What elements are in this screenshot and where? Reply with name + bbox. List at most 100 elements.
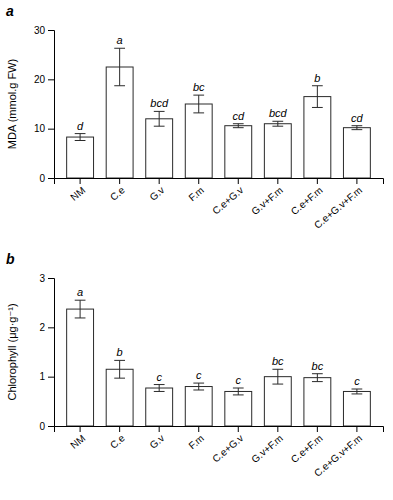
error-bar-cap [75, 133, 86, 134]
error-bar-cap [312, 85, 323, 86]
error-bar-stem [317, 374, 318, 382]
error-bar [312, 86, 323, 108]
x-tick-label: G.v+F.m [249, 184, 285, 217]
error-bar-cap [272, 369, 283, 370]
panel: 0102030NMC.eG.vF.mC.e+G.vG.v+F.mC.e+F.mC… [6, 3, 384, 231]
x-tick-label: C.e+G.v+F.m [312, 184, 364, 230]
error-bar [312, 374, 323, 382]
bar [146, 388, 173, 426]
error-bar-stem [119, 48, 120, 85]
y-axis: 0102030 [34, 25, 55, 184]
x-axis: NM C.e G.v F.mC.e+G.vG.v+F.mC.e+F.mC.e+G.v+… [55, 426, 384, 479]
significance-letter: cd [351, 112, 364, 124]
significance-letter: bc [312, 360, 324, 372]
panel-label: b [6, 251, 15, 267]
error-bar-cap [312, 381, 323, 382]
significance-letter: a [117, 34, 123, 46]
error-bar-cap [272, 384, 283, 385]
significance-letter: c [236, 374, 242, 386]
x-tick-label: C.e [108, 184, 127, 203]
error-bar-cap [272, 121, 283, 122]
y-tick-mark [48, 327, 54, 328]
error-bar [193, 95, 204, 113]
y-tick-label: 20 [34, 74, 46, 85]
x-tick: C.e+G.v [210, 178, 245, 217]
y-tick-mark [48, 178, 54, 179]
error-bar-stem [277, 121, 278, 126]
x-tick-label: C.e+G.v [210, 184, 245, 216]
x-tick: C.e+G.v+F.m [312, 178, 364, 231]
x-tick: NM [68, 178, 87, 203]
x-tick: F.m [187, 178, 206, 203]
error-bar-stem [317, 86, 318, 108]
y-tick-mark [48, 426, 54, 427]
error-bar [272, 369, 283, 384]
x-tick-label: G.v+F.m [249, 432, 285, 465]
y-tick: 10 [34, 123, 54, 134]
error-bar-cap [233, 388, 244, 389]
x-tick: C.e+G.v [210, 426, 245, 465]
x-tick: C.e [108, 426, 127, 451]
y-tick-label: 0 [39, 421, 45, 432]
error-bar [193, 383, 204, 390]
x-tick-label: C.e+G.v+F.m [312, 432, 364, 478]
x-tick: F.m [187, 426, 206, 451]
error-bar-stem [80, 134, 81, 141]
bar [343, 391, 370, 426]
annotations: abcccbcbcc [77, 286, 360, 387]
x-tick: G.v [147, 178, 166, 203]
error-bar-cap [312, 373, 323, 374]
bar [146, 119, 173, 178]
error-bar [352, 126, 363, 130]
y-tick-label: 30 [34, 25, 46, 36]
significance-letter: b [314, 72, 320, 84]
x-tick-mark [119, 426, 120, 432]
y-tick-label: 1 [39, 371, 45, 382]
y-tick: 0 [39, 421, 54, 432]
bar [343, 128, 370, 178]
x-tick-label: G.v [147, 432, 166, 450]
significance-letter: c [196, 369, 202, 381]
y-tick: 20 [34, 74, 54, 85]
significance-letter: bcd [150, 97, 169, 109]
error-bar-stem [198, 95, 199, 113]
error-bar [114, 360, 125, 378]
error-bar-cap [75, 140, 86, 141]
y-tick-mark [48, 278, 54, 279]
error-bar-cap [154, 391, 165, 392]
x-tick-mark [317, 178, 318, 184]
error-bar-cap [352, 389, 363, 390]
y-axis: 0123 [39, 273, 54, 432]
error-bar-cap [233, 127, 244, 128]
error-bar-cap [193, 112, 204, 113]
panel-label: a [6, 3, 14, 19]
y-tick-mark [48, 129, 54, 130]
error-bar-cap [114, 378, 125, 379]
annotations: dabcdbccdbcdbcd [77, 34, 364, 131]
x-tick: G.v+F.m [249, 178, 285, 217]
x-tick: C.e+F.m [289, 178, 325, 217]
significance-letter: cd [232, 110, 245, 122]
bar [67, 137, 94, 178]
significance-letter: c [156, 371, 162, 383]
x-tick-label: C.e+F.m [289, 432, 325, 465]
x-tick-label: NM [68, 432, 87, 450]
error-bar-cap [352, 393, 363, 394]
error-bar-cap [114, 360, 125, 361]
x-tick-mark [238, 178, 239, 184]
x-tick-mark [198, 178, 199, 184]
x-tick: NM [68, 426, 87, 451]
error-bar-cap [154, 384, 165, 385]
error-bar [75, 300, 86, 318]
error-bar-cap [233, 394, 244, 395]
error-bar-stem [159, 385, 160, 392]
bar [304, 378, 331, 426]
error-bar-stem [198, 383, 199, 390]
y-tick: 1 [39, 371, 54, 382]
significance-letter: b [117, 346, 123, 358]
x-tick: C.e+G.v+F.m [312, 426, 364, 479]
error-bar [154, 111, 165, 126]
error-bar-cap [233, 123, 244, 124]
y-axis-line [48, 31, 55, 179]
error-bar-cap [272, 126, 283, 127]
